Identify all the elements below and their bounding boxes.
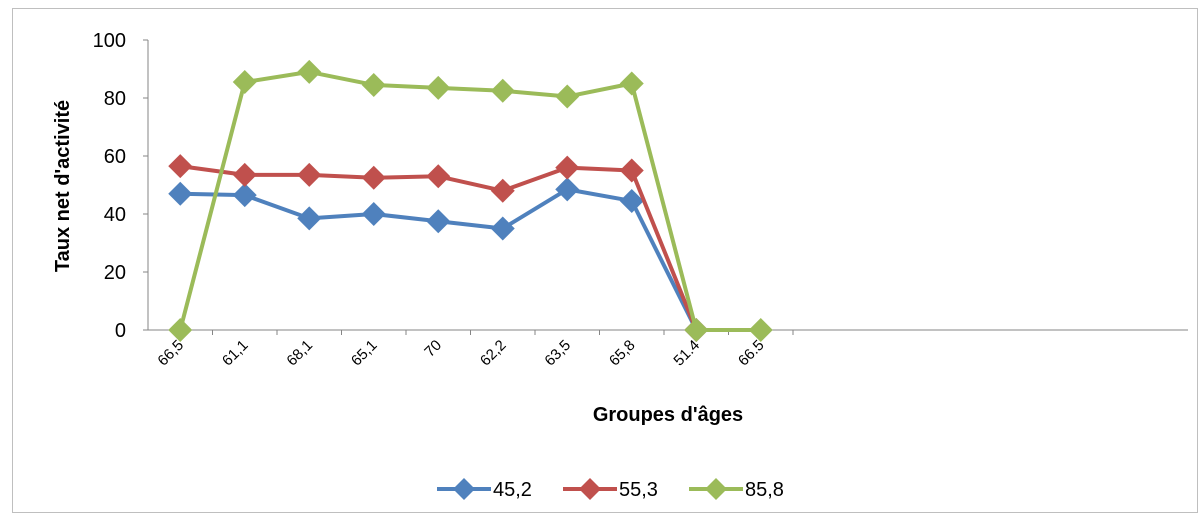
data-point — [232, 70, 257, 95]
data-point — [490, 78, 515, 103]
y-tick-label: 0 — [115, 320, 126, 342]
x-tick-label: 66.5 — [735, 337, 768, 370]
y-tick-label: 40 — [104, 204, 126, 226]
data-point — [168, 318, 193, 342]
data-point — [426, 75, 451, 100]
data-point — [426, 164, 451, 189]
x-tick-label: 63,5 — [541, 337, 574, 370]
data-point — [232, 183, 257, 208]
data-point — [297, 206, 322, 231]
chart-frame — [12, 8, 1198, 513]
data-point — [748, 318, 773, 342]
legend-label: 85,8 — [745, 479, 784, 501]
axes — [147, 40, 1188, 331]
data-point — [361, 202, 386, 226]
x-tick-label: 65,1 — [348, 337, 381, 370]
series-layer — [168, 59, 773, 342]
data-point — [555, 155, 580, 180]
data-point — [619, 188, 644, 213]
series-1 — [168, 177, 709, 342]
x-tick-label: 51.4 — [670, 337, 703, 370]
legend-item: 55,3 — [563, 478, 658, 501]
x-tick-label: 62,2 — [477, 337, 510, 370]
data-point — [297, 59, 322, 84]
series-3 — [168, 59, 773, 342]
x-axis-title: Groupes d'âges — [593, 404, 743, 426]
series-2 — [168, 154, 709, 342]
legend-label: 45,2 — [493, 479, 532, 501]
series-line — [178, 69, 761, 332]
x-tick-label: 61,1 — [219, 337, 252, 370]
x-tick-label: 66,5 — [154, 337, 187, 370]
y-tick-label: 80 — [104, 88, 126, 110]
x-tick-label: 65,8 — [606, 337, 639, 370]
data-point — [490, 178, 515, 203]
y-tick-label: 100 — [93, 30, 126, 52]
data-point — [168, 154, 193, 179]
legend-item: 45,2 — [437, 478, 532, 501]
legend-marker — [453, 478, 475, 500]
legend-marker — [705, 478, 727, 500]
x-tick-label: 70 — [421, 337, 445, 361]
data-point — [168, 181, 193, 206]
legend-label: 55,3 — [619, 479, 658, 501]
y-axis-ticks: 0 20 40 60 80 100 — [93, 30, 148, 342]
data-point — [426, 209, 451, 234]
data-point — [619, 71, 644, 96]
data-point — [490, 216, 515, 241]
legend-marker — [579, 478, 601, 500]
data-point — [297, 162, 322, 187]
legend-item: 85,8 — [689, 478, 784, 501]
data-point — [684, 318, 709, 342]
data-point — [232, 162, 257, 187]
data-point — [619, 158, 644, 183]
data-point — [361, 165, 386, 190]
data-point — [361, 72, 386, 97]
legend: 45,2 55,3 85,8 — [437, 478, 784, 501]
y-axis-title: Taux net d'activité — [52, 100, 74, 272]
y-tick-label: 60 — [104, 146, 126, 168]
x-tick-label: 68,1 — [283, 337, 316, 370]
y-tick-label: 20 — [104, 262, 126, 284]
data-point — [555, 177, 580, 202]
data-point — [555, 84, 580, 109]
series-line — [179, 164, 699, 331]
